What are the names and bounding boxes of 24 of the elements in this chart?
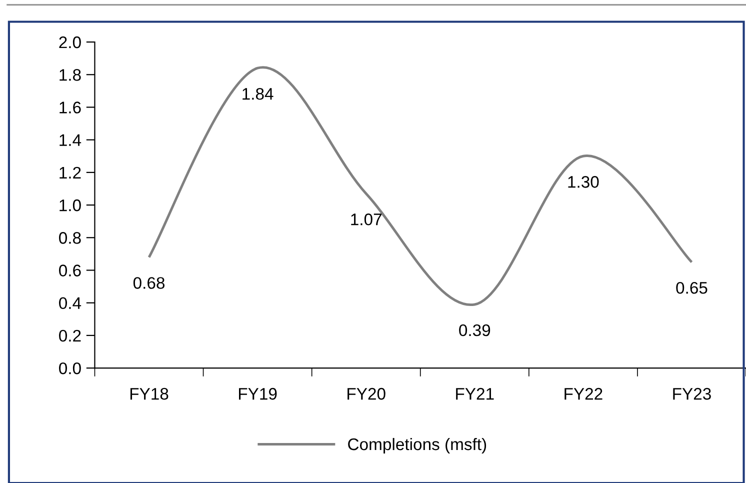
x-tick-label: FY22 xyxy=(564,388,602,400)
x-tick-label: FY19 xyxy=(239,388,277,400)
data-label: 0.39 xyxy=(459,324,490,336)
y-tick-label: 1.4 xyxy=(60,134,82,146)
y-tick-label: 2.0 xyxy=(59,36,81,48)
y-tick-label: 0.0 xyxy=(59,362,81,374)
x-tick-label: FY21 xyxy=(456,388,494,400)
y-tick-label: 0.4 xyxy=(59,297,82,310)
y-tick-label: 0.8 xyxy=(59,232,81,244)
x-tick-label: FY18 xyxy=(130,388,168,400)
data-label: 1.30 xyxy=(568,176,599,188)
y-tick-label: 1.2 xyxy=(60,166,81,178)
x-tick-label: FY20 xyxy=(348,388,386,400)
legend-label: Completions (msft) xyxy=(348,438,486,454)
y-tick-label: 1.0 xyxy=(60,199,81,212)
y-tick-label: 0.6 xyxy=(59,264,81,276)
data-label: 1.84 xyxy=(242,88,274,100)
y-tick-label: 1.6 xyxy=(60,102,81,114)
data-label: 0.68 xyxy=(133,277,165,289)
y-tick-label: 0.2 xyxy=(59,330,81,342)
y-tick-label: 1.8 xyxy=(60,69,81,81)
x-tick-label: FY23 xyxy=(673,388,711,400)
data-label: 1.07 xyxy=(351,214,382,226)
data-label: 0.65 xyxy=(676,282,708,294)
